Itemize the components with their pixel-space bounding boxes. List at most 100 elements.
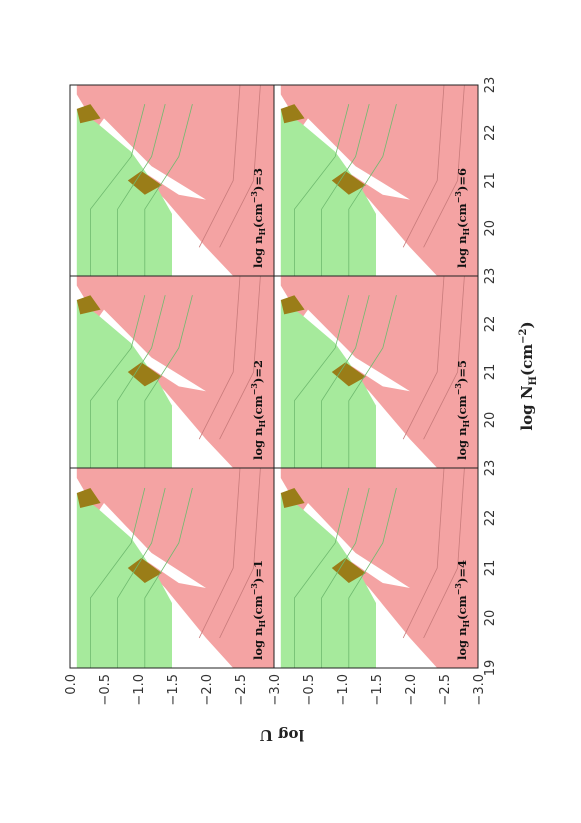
panel-5: log nH(cm−3)=5 <box>273 275 479 469</box>
contour-line <box>423 85 465 248</box>
y-tick-label: −3.0 <box>268 674 283 706</box>
overlap-region <box>280 104 305 124</box>
white-region <box>294 118 410 200</box>
contour-line <box>402 276 445 440</box>
overlap-region <box>280 295 305 315</box>
red-region <box>76 276 274 468</box>
x-tick-label: 23 <box>483 77 498 94</box>
contour-line <box>321 103 370 276</box>
x-tick-label: 23 <box>483 460 498 477</box>
y-tick-label: −2.5 <box>438 674 453 706</box>
white-region <box>90 503 206 588</box>
x-tick-label: 22 <box>483 124 498 141</box>
y-tick-label: −1.5 <box>370 674 385 706</box>
contour-line <box>293 103 350 276</box>
panel-label: log nH(cm−3)=2 <box>249 360 267 460</box>
contour-line <box>423 276 465 440</box>
x-tick-label: 22 <box>483 316 498 333</box>
white-region <box>294 309 410 392</box>
red-region <box>280 468 478 668</box>
contour-line <box>219 85 261 248</box>
panel-label: log nH(cm−3)=5 <box>453 360 471 460</box>
x-tick-label: 20 <box>483 610 498 627</box>
red-region <box>280 85 478 276</box>
contour-line <box>198 468 241 639</box>
red-region <box>280 276 478 468</box>
overlap-region <box>331 362 366 387</box>
y-tick-label: −1.5 <box>166 674 181 706</box>
tick-labels-group: 0.0 −0.5 −1.0 −1.5 −2.0 −2.5 −3.0 −0.5 −1.0 −1.5 −… <box>64 77 498 706</box>
white-region <box>294 503 410 588</box>
panel-label: log nH(cm−3)=1 <box>249 560 267 660</box>
overlap-region <box>76 295 101 315</box>
y-tick-label: −2.0 <box>200 674 215 706</box>
panel-frame <box>273 84 479 277</box>
overlap-region <box>127 362 162 387</box>
white-region <box>90 118 206 200</box>
panel-label: log nH(cm−3)=3 <box>249 168 267 268</box>
panel-label: log nH(cm−3)=4 <box>453 560 471 660</box>
contour-line <box>90 103 146 276</box>
contour-line <box>144 295 193 468</box>
panels-group: log nH(cm−3)=1 log nH(cm−3)=2 log nH(cm−3)… <box>69 84 479 669</box>
x-axis-title: log NH(cm−2) <box>518 321 539 430</box>
panel-6: log nH(cm−3)=6 <box>273 84 479 277</box>
contour-line <box>90 295 146 468</box>
green-region <box>280 108 376 276</box>
overlap-region <box>331 171 366 195</box>
axis-titles-group: log NH(cm−2) log U <box>260 321 539 744</box>
y-tick-label: −1.0 <box>336 674 351 706</box>
green-region <box>76 108 172 276</box>
x-tick-label: 20 <box>483 412 498 429</box>
x-tick-label: 21 <box>483 172 498 189</box>
contour-line <box>402 85 445 248</box>
x-tick-label: 21 <box>483 560 498 577</box>
contour-line <box>293 295 350 468</box>
panel-4: log nH(cm−3)=4 <box>273 467 479 669</box>
contour-line <box>117 103 166 276</box>
x-tick-label: 20 <box>483 220 498 237</box>
overlap-region <box>280 488 305 508</box>
x-tick-label: 19 <box>483 660 498 677</box>
contour-line <box>219 276 261 440</box>
y-tick-label: −2.0 <box>404 674 419 706</box>
contour-line <box>198 276 241 440</box>
x-tick-label: 22 <box>483 510 498 527</box>
green-region <box>76 493 172 668</box>
contour-line <box>144 487 193 668</box>
y-tick-label: 0.0 <box>64 674 79 695</box>
x-tick-label: 23 <box>483 268 498 285</box>
contour-line <box>348 487 397 668</box>
contour-line <box>219 468 261 639</box>
y-tick-label: −2.5 <box>234 674 249 706</box>
x-tick-label: 21 <box>483 364 498 381</box>
green-region <box>280 300 376 468</box>
overlap-region <box>127 558 162 583</box>
y-tick-label: −0.5 <box>98 674 113 706</box>
contour-line <box>402 468 445 639</box>
green-region <box>76 300 172 468</box>
contour-line <box>144 103 193 276</box>
y-tick-label: −0.5 <box>302 674 317 706</box>
contour-line <box>348 295 397 468</box>
red-region <box>76 85 274 276</box>
white-region <box>90 309 206 392</box>
contour-line <box>117 487 166 668</box>
contour-line <box>423 468 465 639</box>
overlap-region <box>127 171 162 195</box>
panel-2: log nH(cm−3)=2 <box>69 275 275 469</box>
panel-1: log nH(cm−3)=1 <box>69 467 275 669</box>
overlap-region <box>76 488 101 508</box>
contour-line <box>293 487 350 668</box>
overlap-region <box>76 104 101 124</box>
green-region <box>280 493 376 668</box>
panel-label: log nH(cm−3)=6 <box>453 168 471 268</box>
panel-3: log nH(cm−3)=3 <box>69 84 275 277</box>
red-region <box>76 468 274 668</box>
y-axis-title: log U <box>260 726 305 744</box>
contour-line <box>321 487 370 668</box>
y-tick-label: −3.0 <box>472 674 487 706</box>
y-tick-label: −1.0 <box>132 674 147 706</box>
contour-line <box>90 487 146 668</box>
